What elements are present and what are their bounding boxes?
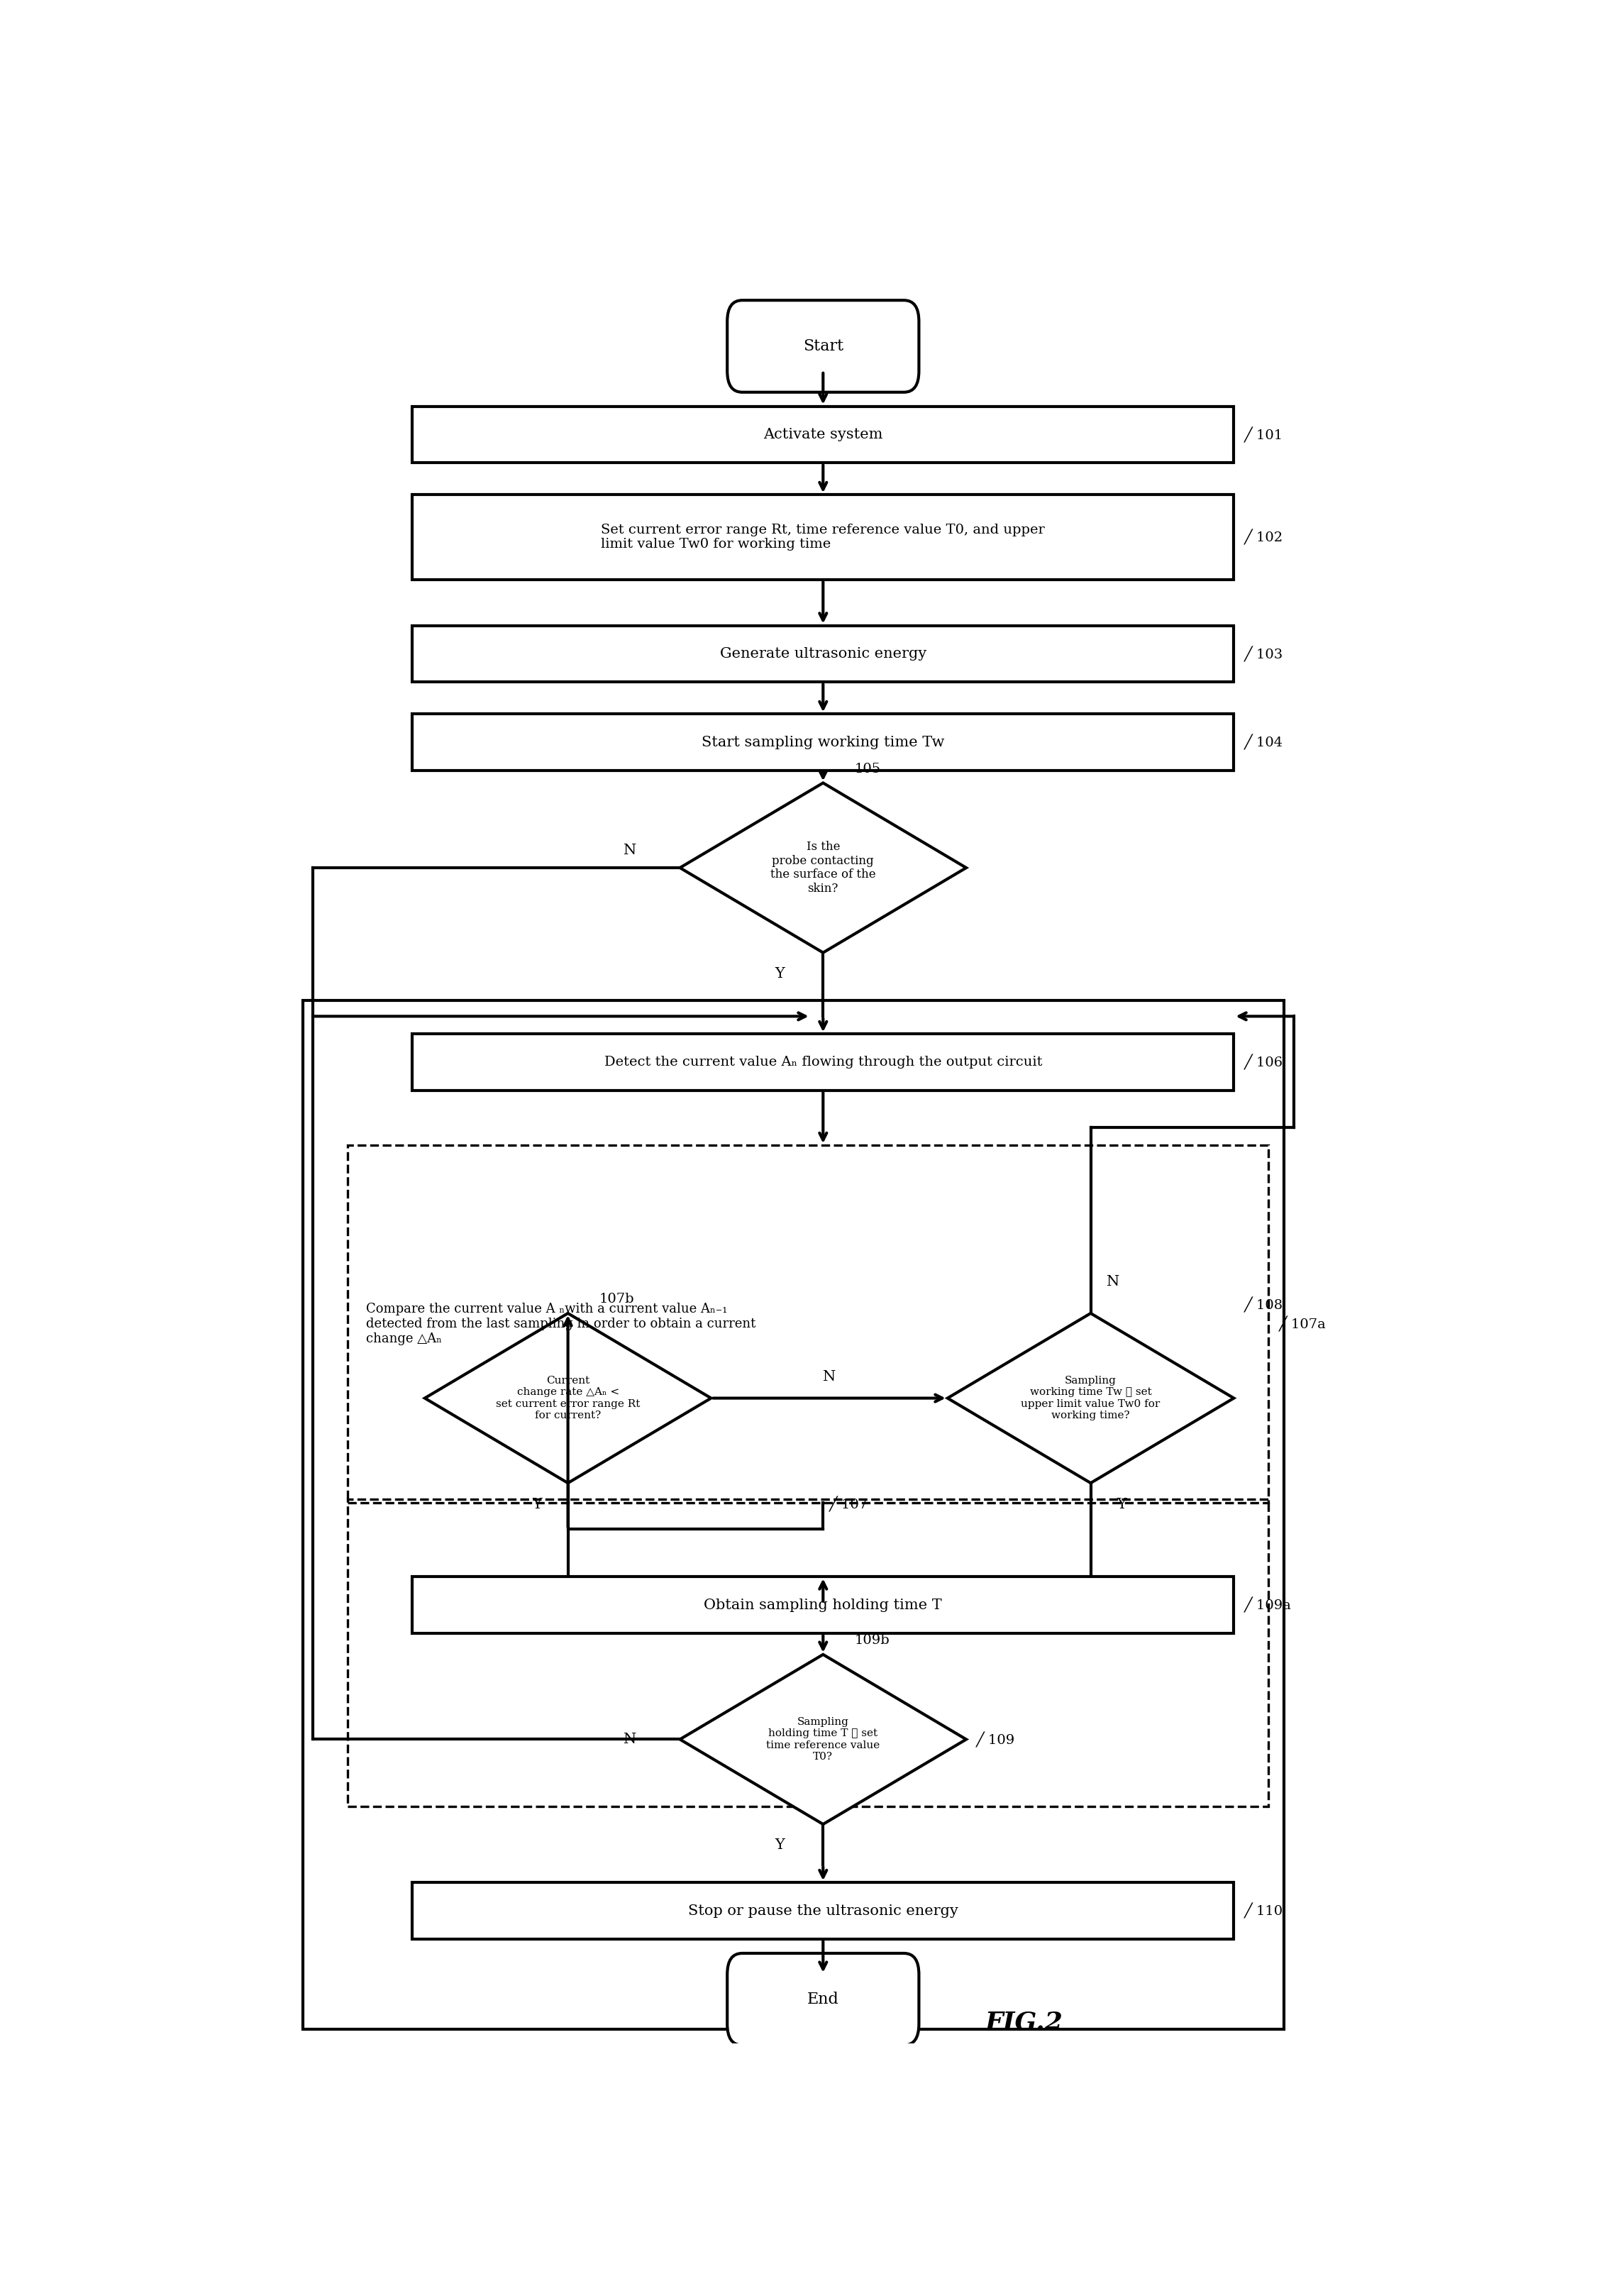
Polygon shape	[424, 1313, 711, 1483]
Text: Y: Y	[774, 1839, 784, 1853]
Text: Y: Y	[774, 967, 784, 980]
Text: N: N	[1107, 1274, 1119, 1288]
Text: N: N	[822, 1371, 835, 1384]
Bar	[347, 1146, 1269, 1502]
Text: Is the
probe contacting
the surface of the
skin?: Is the probe contacting the surface of t…	[771, 840, 875, 895]
Text: Activate system: Activate system	[763, 427, 883, 441]
Text: Start sampling working time Tw: Start sampling working time Tw	[702, 735, 944, 748]
Text: ╱ 104: ╱ 104	[1243, 735, 1283, 751]
Bar	[413, 1033, 1233, 1091]
Text: Stop or pause the ultrasonic energy: Stop or pause the ultrasonic energy	[687, 1903, 959, 1917]
FancyBboxPatch shape	[728, 1954, 919, 2046]
Polygon shape	[948, 1313, 1233, 1483]
Text: Detect the current value Aₙ flowing through the output circuit: Detect the current value Aₙ flowing thro…	[604, 1056, 1042, 1068]
Text: Start: Start	[803, 338, 843, 354]
Bar	[413, 406, 1233, 464]
Text: Generate ultrasonic energy: Generate ultrasonic energy	[719, 647, 927, 661]
Text: Compare the current value A ₙwith a current value Aₙ₋₁
detected from the last sa: Compare the current value A ₙwith a curr…	[366, 1302, 756, 1345]
Bar	[347, 1499, 1269, 1807]
FancyBboxPatch shape	[728, 301, 919, 393]
Bar	[413, 625, 1233, 682]
Text: Obtain sampling holding time T: Obtain sampling holding time T	[703, 1598, 943, 1612]
Text: ╱ 102: ╱ 102	[1243, 530, 1283, 544]
Text: ╱ 108: ╱ 108	[1243, 1297, 1283, 1313]
Bar	[413, 494, 1233, 579]
Bar	[413, 1577, 1233, 1632]
Bar	[413, 714, 1233, 771]
Bar	[304, 1001, 1283, 2030]
Text: Set current error range Rt, time reference value T0, and upper
limit value Tw0 f: Set current error range Rt, time referen…	[601, 523, 1046, 551]
Text: ╱ 110: ╱ 110	[1243, 1903, 1283, 1919]
Text: Y: Y	[1116, 1497, 1127, 1511]
Text: ╱ 109: ╱ 109	[976, 1731, 1015, 1747]
Text: 107b: 107b	[599, 1293, 634, 1306]
Polygon shape	[679, 1655, 967, 1825]
Text: ╱ 109a: ╱ 109a	[1243, 1598, 1291, 1612]
Text: ╱ 106: ╱ 106	[1243, 1054, 1283, 1070]
Text: 105: 105	[854, 762, 880, 776]
Text: 109b: 109b	[854, 1635, 890, 1646]
Text: Y: Y	[532, 1497, 541, 1511]
Text: ╱ 101: ╱ 101	[1243, 427, 1283, 443]
Text: Current
change rate △Aₙ <
set current error range Rt
for current?: Current change rate △Aₙ < set current er…	[496, 1375, 641, 1421]
Text: Sampling
working time Tw ≧ set
upper limit value Tw0 for
working time?: Sampling working time Tw ≧ set upper lim…	[1021, 1375, 1160, 1421]
Bar	[413, 1883, 1233, 1940]
Text: Sampling
holding time T ≧ set
time reference value
T0?: Sampling holding time T ≧ set time refer…	[766, 1717, 880, 1761]
Polygon shape	[679, 783, 967, 953]
Text: ╱ 107: ╱ 107	[829, 1497, 869, 1513]
Text: ╱ 107a: ╱ 107a	[1278, 1316, 1327, 1332]
Text: N: N	[623, 843, 636, 856]
Text: End: End	[808, 1991, 838, 2007]
Text: ╱ 103: ╱ 103	[1243, 645, 1283, 661]
Text: FIG.2: FIG.2	[984, 2011, 1063, 2034]
Text: N: N	[623, 1733, 636, 1745]
